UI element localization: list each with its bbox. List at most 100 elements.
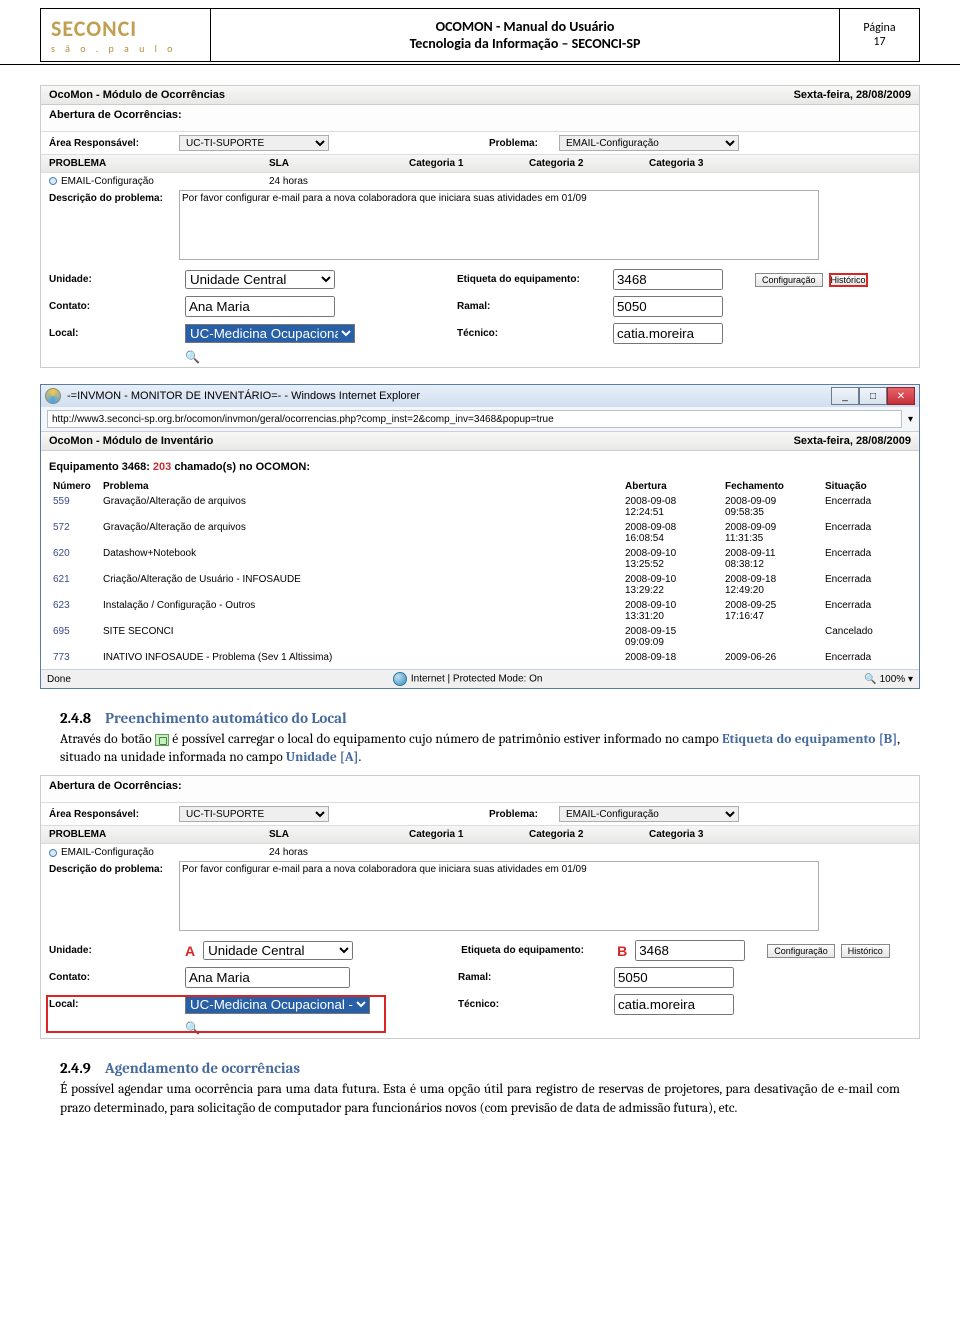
sc2-btn-configuracao[interactable]: Configuração bbox=[767, 944, 835, 958]
select-area[interactable]: UC-TI-SUPORTE bbox=[179, 135, 329, 151]
cell-fechamento: 2008-09-1108:38:12 bbox=[721, 546, 821, 572]
descricao-wrap: Descrição do problema: Por favor configu… bbox=[41, 190, 919, 266]
sc2-input-tecnico[interactable] bbox=[614, 994, 734, 1015]
sc2-select-unidade[interactable]: Unidade Central bbox=[203, 941, 353, 960]
table-row: 623Instalação / Configuração - Outros200… bbox=[49, 598, 911, 624]
th-situacao: Situação bbox=[821, 479, 911, 494]
page-cell: Página 17 bbox=[840, 9, 920, 62]
cell-problema: SITE SECONCI bbox=[99, 624, 621, 650]
label-ramal: Ramal: bbox=[457, 301, 607, 312]
sc2-input-etiqueta[interactable] bbox=[635, 940, 745, 961]
section-249: 2.4.9Agendamento de ocorrências É possív… bbox=[60, 1059, 900, 1117]
zoom-icon[interactable]: 🔍 bbox=[185, 350, 200, 364]
cell-fechamento bbox=[721, 624, 821, 650]
label-area: Área Responsável: bbox=[49, 138, 179, 149]
sc2-input-ramal[interactable] bbox=[614, 967, 734, 988]
cell-fechamento: 2008-09-0909:58:35 bbox=[721, 494, 821, 520]
status-done: Done bbox=[47, 674, 71, 685]
logo-text-top: SECONCI bbox=[51, 15, 200, 42]
cell-numero[interactable]: 621 bbox=[49, 572, 99, 598]
sc2-label-tecnico: Técnico: bbox=[458, 999, 608, 1010]
section-248-title: 2.4.8Preenchimento automático do Local bbox=[60, 709, 900, 727]
btn-configuracao[interactable]: Configuração bbox=[755, 273, 823, 287]
status-zoom[interactable]: 🔍 100% ▾ bbox=[864, 674, 913, 685]
cell-abertura: 2008-09-1013:25:52 bbox=[621, 546, 721, 572]
cell-abertura: 2008-09-1013:31:20 bbox=[621, 598, 721, 624]
sc2-row-contato: Contato: Ramal: bbox=[41, 964, 919, 991]
cell-problema: INATIVO INFOSAUDE - Problema (Sev 1 Alti… bbox=[99, 650, 621, 665]
marker-a: A bbox=[185, 943, 195, 959]
sc2-btn-historico[interactable]: Histórico bbox=[841, 944, 890, 958]
page-number: 17 bbox=[850, 35, 909, 49]
section-249-num: 2.4.9 bbox=[60, 1059, 91, 1077]
cell-fechamento: 2008-09-2517:16:47 bbox=[721, 598, 821, 624]
sla-value: 24 horas bbox=[269, 176, 789, 187]
cell-abertura: 2008-09-0816:08:54 bbox=[621, 520, 721, 546]
select-local[interactable]: UC-Medicina Ocupacional - Sede-6c bbox=[185, 324, 355, 343]
cell-problema: Instalação / Configuração - Outros bbox=[99, 598, 621, 624]
sc2-sla-value: 24 horas bbox=[269, 847, 789, 858]
th-problema: Problema bbox=[99, 479, 621, 494]
sc2-select-area[interactable]: UC-TI-SUPORTE bbox=[179, 806, 329, 822]
input-tecnico[interactable] bbox=[613, 323, 723, 344]
table-row: 695SITE SECONCI2008-09-1509:09:09Cancela… bbox=[49, 624, 911, 650]
input-etiqueta[interactable] bbox=[613, 269, 723, 290]
window-close-button[interactable]: ✕ bbox=[887, 387, 915, 405]
window-maximize-button[interactable]: □ bbox=[859, 387, 887, 405]
sc2-input-contato[interactable] bbox=[185, 967, 350, 988]
col-problema: PROBLEMA bbox=[49, 158, 269, 169]
section-248-body: Através do botão é possível carregar o l… bbox=[60, 731, 900, 767]
cell-abertura: 2008-09-0812:24:51 bbox=[621, 494, 721, 520]
logo-text-bottom: s ã o . p a u l o bbox=[51, 42, 200, 55]
browser-statusbar: Done Internet | Protected Mode: On 🔍 100… bbox=[41, 669, 919, 688]
select-problema[interactable]: EMAIL-Configuração bbox=[559, 135, 739, 151]
row-contato: Contato: Ramal: bbox=[41, 293, 919, 320]
doc-title-1: OCOMON - Manual do Usuário bbox=[221, 18, 829, 35]
browser-window: -=INVMON - MONITOR DE INVENTÁRIO=- - Win… bbox=[40, 384, 920, 689]
select-unidade[interactable]: Unidade Central bbox=[185, 270, 335, 289]
cell-fechamento: 2009-06-26 bbox=[721, 650, 821, 665]
cell-numero[interactable]: 620 bbox=[49, 546, 99, 572]
sc2-problema-item: EMAIL-Configuração bbox=[49, 847, 269, 858]
input-ramal[interactable] bbox=[613, 296, 723, 317]
label-tecnico: Técnico: bbox=[457, 328, 607, 339]
cell-numero[interactable]: 623 bbox=[49, 598, 99, 624]
doc-title-2: Tecnologia da Informação – SECONCI-SP bbox=[221, 35, 829, 52]
inv-header: OcoMon - Módulo de Inventário Sexta-feir… bbox=[41, 432, 919, 451]
col-sla: SLA bbox=[269, 158, 409, 169]
problema-row: EMAIL-Configuração 24 horas bbox=[41, 173, 919, 190]
cell-abertura: 2008-09-18 bbox=[621, 650, 721, 665]
label-etiqueta: Etiqueta do equipamento: bbox=[457, 274, 607, 285]
table-row: 559Gravação/Alteração de arquivos2008-09… bbox=[49, 494, 911, 520]
inv-date: Sexta-feira, 28/08/2009 bbox=[794, 435, 911, 447]
section-248: 2.4.8Preenchimento automático do Local A… bbox=[60, 709, 900, 767]
sc2-select-problema[interactable]: EMAIL-Configuração bbox=[559, 806, 739, 822]
globe-icon bbox=[393, 672, 407, 686]
cell-situacao: Encerrada bbox=[821, 520, 911, 546]
doc-header: SECONCI s ã o . p a u l o OCOMON - Manua… bbox=[0, 0, 960, 65]
row-area: Área Responsável: UC-TI-SUPORTE Problema… bbox=[41, 132, 919, 154]
th-numero: Número bbox=[49, 479, 99, 494]
ocomon-header: OcoMon - Módulo de Ocorrências Sexta-fei… bbox=[41, 86, 919, 105]
btn-historico[interactable]: Histórico bbox=[829, 273, 868, 287]
window-minimize-button[interactable]: _ bbox=[831, 387, 859, 405]
cell-numero[interactable]: 572 bbox=[49, 520, 99, 546]
marker-b: B bbox=[617, 943, 627, 959]
cell-numero[interactable]: 559 bbox=[49, 494, 99, 520]
go-icon bbox=[155, 734, 169, 746]
cell-numero[interactable]: 773 bbox=[49, 650, 99, 665]
ocomon-subtitle: Abertura de Ocorrências: bbox=[41, 105, 919, 132]
address-input[interactable] bbox=[47, 410, 902, 428]
cell-problema: Criação/Alteração de Usuário - INFOSAUDE bbox=[99, 572, 621, 598]
sc2-row-area: Área Responsável: UC-TI-SUPORTE Problema… bbox=[41, 803, 919, 825]
input-contato[interactable] bbox=[185, 296, 335, 317]
section-249-body: É possível agendar uma ocorrência para u… bbox=[60, 1081, 900, 1117]
sc2-textarea-descricao[interactable]: Por favor configurar e-mail para a nova … bbox=[179, 861, 819, 931]
sc2-label-contato: Contato: bbox=[49, 972, 179, 983]
window-buttons: _ □ ✕ bbox=[831, 387, 915, 405]
status-internet: Internet | Protected Mode: On bbox=[393, 672, 543, 686]
textarea-descricao[interactable]: Por favor configurar e-mail para a nova … bbox=[179, 190, 819, 260]
address-dropdown-icon[interactable]: ▾ bbox=[908, 414, 913, 425]
cell-numero[interactable]: 695 bbox=[49, 624, 99, 650]
cell-situacao: Encerrada bbox=[821, 494, 911, 520]
